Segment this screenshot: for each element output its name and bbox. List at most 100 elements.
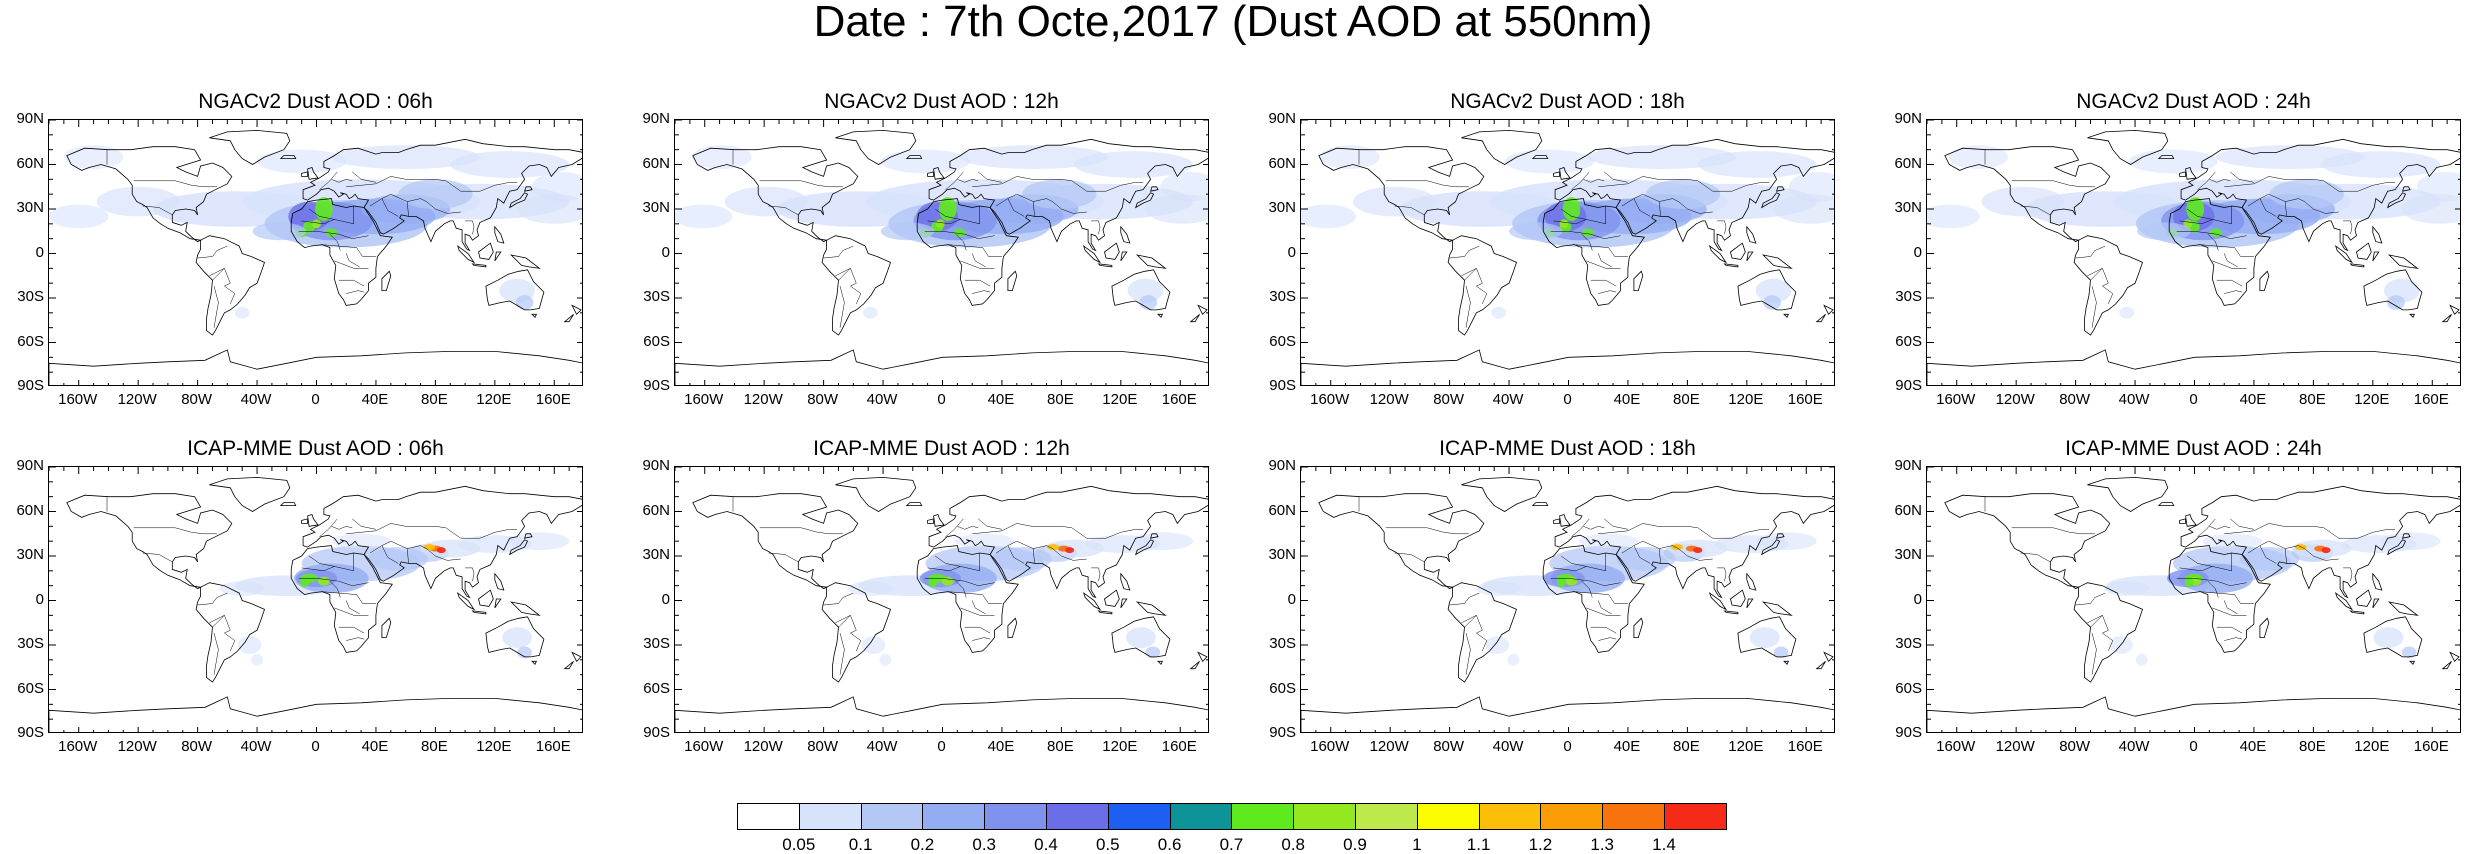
- longitude-tick-label: 0: [937, 391, 946, 408]
- country-border: [972, 176, 1144, 192]
- coastline: [508, 192, 529, 209]
- country-border: [759, 527, 843, 535]
- dust-aod-shading: [1559, 219, 1569, 229]
- longitude-tick-label: 40E: [987, 391, 1015, 408]
- country-border: [1586, 260, 1621, 269]
- country-border: [331, 179, 353, 183]
- country-border: [212, 267, 231, 287]
- coastline: [1120, 251, 1128, 262]
- latitude-tick-label: 90N: [1268, 110, 1296, 127]
- country-border: [2176, 578, 2247, 586]
- country-border: [465, 220, 475, 235]
- longitude-tick-label: 80E: [2299, 738, 2326, 755]
- country-border: [2011, 527, 2095, 535]
- coastline: [821, 235, 891, 336]
- latitude-tick-label: 90S: [1269, 724, 1296, 741]
- dust-aod-shading: [928, 578, 938, 588]
- coastline: [279, 502, 297, 506]
- world-map: [49, 120, 582, 385]
- country-border: [1385, 180, 1469, 188]
- country-border: [2247, 198, 2277, 217]
- longitude-tick-label: 120E: [1102, 738, 1138, 755]
- longitude-tick-label: 0: [311, 391, 320, 408]
- longitude-tick-label: 160E: [1161, 391, 1197, 408]
- longitude-tick-label: 160W: [1310, 738, 1350, 755]
- country-border: [2090, 267, 2109, 287]
- dust-aod-shading: [2202, 533, 2263, 549]
- dust-aod-shading: [1074, 151, 1193, 178]
- latitude-tick-label: 90N: [642, 457, 670, 474]
- coastline: [1318, 146, 1485, 243]
- longitude-tick-label: 40W: [1492, 391, 1524, 408]
- map-plot-area: [1926, 119, 2461, 386]
- coastline: [1737, 616, 1797, 658]
- coastline: [905, 502, 923, 506]
- coastline: [2180, 138, 2460, 252]
- colorbar-swatch: [860, 803, 924, 830]
- country-border: [927, 553, 980, 572]
- dust-aod-shading: [502, 627, 532, 648]
- country-border: [1604, 518, 1628, 530]
- coastline: [1559, 514, 1571, 527]
- coastline: [1097, 610, 1113, 615]
- dust-aod-shading: [2128, 149, 2218, 174]
- coastline: [1120, 598, 1128, 609]
- dust-aod-shading: [2373, 627, 2404, 648]
- country-border: [381, 540, 409, 564]
- dust-aod-shading: [2401, 646, 2417, 659]
- longitude-tick-label: 120W: [117, 738, 157, 755]
- coastline: [1134, 192, 1155, 209]
- coastline: [290, 545, 393, 653]
- coastline: [1927, 349, 2460, 385]
- colorbar-swatch: [1169, 803, 1233, 830]
- dust-aod-shading: [2104, 581, 2150, 596]
- coastline: [675, 349, 1208, 385]
- longitude-tick-label: 0: [2189, 738, 2198, 755]
- coastline: [1157, 313, 1164, 318]
- country-border: [2197, 518, 2216, 537]
- coastline: [1944, 146, 2111, 243]
- country-border: [2102, 632, 2114, 652]
- coastline: [1301, 696, 1834, 732]
- country-border: [407, 198, 461, 214]
- dust-aod-shading: [1047, 544, 1060, 551]
- colorbar-label: 1.1: [1466, 835, 1491, 854]
- dust-aod-shading: [2269, 179, 2344, 209]
- coastline: [2363, 269, 2423, 311]
- country-border: [1633, 540, 1661, 564]
- colorbar-swatch: [798, 803, 862, 830]
- coastline: [2334, 592, 2354, 611]
- country-border: [850, 632, 862, 652]
- colorbar-label: 0.6: [1157, 835, 1182, 854]
- map-panel: ICAP-MME Dust AOD : 18h 90N 60N 30N 0 30S 60S 9…: [1255, 437, 1835, 757]
- coastline: [2168, 198, 2271, 306]
- coastline: [2157, 155, 2175, 159]
- country-border: [2075, 592, 2106, 606]
- longitude-tick-label: 40W: [866, 391, 898, 408]
- latitude-tick-label: 30S: [1269, 635, 1296, 652]
- latitude-tick-label: 60S: [643, 332, 670, 350]
- dust-aod-shading: [1145, 194, 1208, 224]
- country-border: [945, 171, 964, 190]
- latitude-tick-label: 30S: [643, 288, 670, 305]
- country-border: [1091, 220, 1101, 235]
- coastline: [928, 138, 1208, 252]
- longitude-tick-label: 0: [311, 738, 320, 755]
- longitude-tick-label: 40E: [2239, 738, 2267, 755]
- dust-aod-shading: [96, 186, 180, 217]
- world-map: [1301, 467, 1834, 732]
- coastline: [933, 514, 945, 527]
- longitude-tick-label: 80W: [181, 738, 213, 755]
- country-border: [1597, 253, 1612, 268]
- country-border: [1590, 626, 1617, 634]
- country-border: [197, 245, 228, 259]
- coastline: [1531, 502, 1549, 506]
- country-border: [1604, 171, 1628, 183]
- longitude-tick-label: 160E: [2413, 738, 2449, 755]
- coastline: [195, 582, 265, 683]
- coastline: [2073, 235, 2143, 336]
- coastline: [1189, 313, 1200, 323]
- coastline: [2356, 589, 2372, 607]
- coastline: [1730, 242, 1746, 260]
- dust-aod-shading: [1353, 186, 1437, 217]
